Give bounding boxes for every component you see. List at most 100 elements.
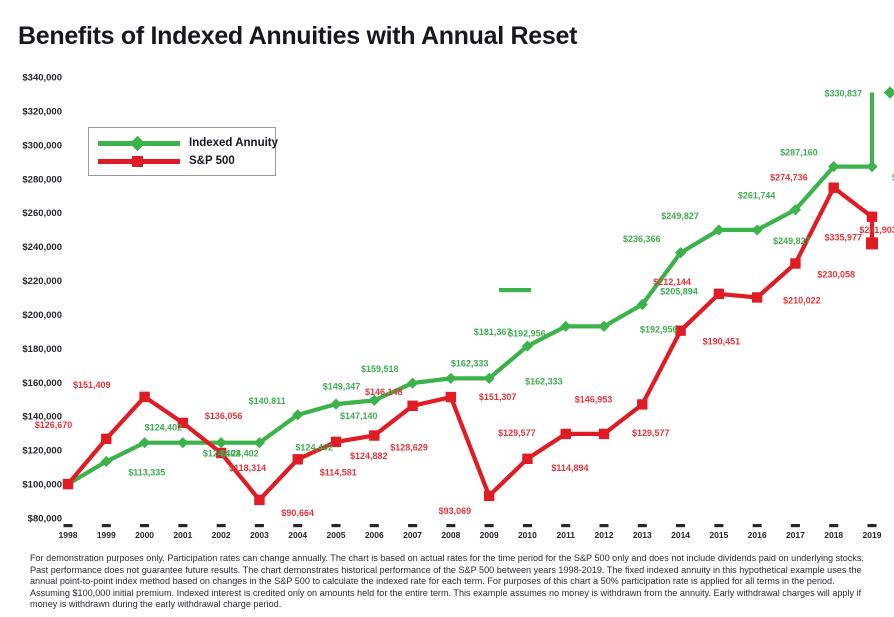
data-label-indexed-annuity-peak: $330,837 <box>824 89 862 99</box>
x-axis-tick-label: 2017 <box>786 530 805 540</box>
data-point-marker-red <box>713 288 725 300</box>
x-axis-tick-label: 2004 <box>288 530 307 540</box>
data-point-marker-red <box>330 436 342 448</box>
data-label-sp500: $114,894 <box>551 463 588 473</box>
footnote-disclaimer: For demonstration purposes only. Partici… <box>30 553 870 611</box>
data-point-marker-green <box>330 398 342 410</box>
y-axis-tick-label: $100,000 <box>22 480 62 491</box>
x-axis-tick-label: 2003 <box>250 530 269 540</box>
data-point-marker-green <box>445 372 457 384</box>
data-label-indexed-annuity: $124,402 <box>145 423 183 433</box>
data-label-sp500: $146,953 <box>575 394 613 404</box>
x-axis-tick-label: 1999 <box>97 530 116 540</box>
x-axis-tick-mark <box>676 524 686 528</box>
chart-plot-area: $80,000 $100,000 $120,000 $140,000 $160,000 $… <box>0 58 894 548</box>
x-axis-tick-label: 2001 <box>173 530 192 540</box>
legend-item-indexed-annuity: Indexed Annuity <box>98 135 278 152</box>
x-axis-tick-mark <box>522 524 532 528</box>
data-label-sp500: $190,451 <box>703 337 741 347</box>
x-axis-tick-mark <box>293 524 303 528</box>
series-line-sp500 <box>66 184 875 504</box>
data-label-sp500: $146,148 <box>365 387 403 397</box>
data-point-marker-red <box>177 417 189 429</box>
x-axis-tick-mark <box>216 524 226 528</box>
data-point-marker-red <box>522 453 533 465</box>
diamond-marker-icon <box>129 135 146 152</box>
data-label-indexed-annuity: $249,827 <box>773 236 811 246</box>
y-axis-tick-label: $120,000 <box>22 446 62 457</box>
legend-item-sp500: S&P 500 <box>98 154 235 168</box>
y-axis-tick-label: $200,000 <box>22 310 62 321</box>
x-axis-tick-mark <box>484 524 494 528</box>
data-point-marker-red <box>598 428 610 440</box>
x-axis-tick-label: 2009 <box>480 530 499 540</box>
x-axis-tick-label: 2011 <box>556 530 575 540</box>
x-axis-tick-mark <box>254 524 264 528</box>
data-label-sp500: $129,577 <box>632 428 670 438</box>
data-label-sp500: $274,736 <box>770 173 808 183</box>
data-label-sp500-peak: $335,977 <box>824 232 862 242</box>
x-axis-tick-mark <box>867 524 877 528</box>
footnote-line: Past performance does not guarantee futu… <box>30 564 862 575</box>
data-point-marker-red <box>369 430 380 441</box>
data-label-indexed-annuity: $162,333 <box>451 358 489 368</box>
x-axis-tick-label: 2010 <box>518 530 537 540</box>
data-label-indexed-annuity: $159,518 <box>361 364 399 374</box>
data-label-indexed-annuity: $124,402 <box>295 443 333 453</box>
x-axis-tick-mark <box>140 524 150 528</box>
x-axis-tick-mark <box>408 524 418 528</box>
x-axis-tick-mark <box>178 524 188 528</box>
data-label-indexed-annuity: $149,347 <box>323 381 361 391</box>
legend-swatch-green <box>98 135 180 152</box>
x-axis-tick-mark <box>446 524 456 528</box>
y-axis-tick-label: $180,000 <box>22 344 62 355</box>
data-point-marker-green <box>215 437 227 449</box>
data-label-indexed-annuity: $192,956 <box>508 328 546 338</box>
data-label-sp500: $129,577 <box>498 428 536 438</box>
legend-swatch-red <box>98 154 180 168</box>
x-axis-tick-label: 2013 <box>633 530 652 540</box>
data-point-marker-green <box>560 320 572 333</box>
page-title: Benefits of Indexed Annuities with Annua… <box>18 22 578 50</box>
data-label-sp500: $212,144 <box>653 277 691 287</box>
data-point-marker-green <box>100 455 112 468</box>
y-axis-tick-label: $240,000 <box>22 242 62 253</box>
data-label-sp500: $93,069 <box>439 506 472 516</box>
data-label-indexed-annuity: $192,956 <box>640 324 678 334</box>
data-point-marker-red <box>637 399 648 410</box>
data-point-marker-red <box>560 428 571 440</box>
data-point-marker-green <box>368 394 380 406</box>
line-chart-svg: $80,000 $100,000 $120,000 $140,000 $160,000 $… <box>22 73 894 540</box>
data-point-marker-red <box>675 325 686 336</box>
footnote-line: Assuming $100,000 initial premium. Index… <box>30 587 862 598</box>
x-axis-tick-mark <box>369 524 379 528</box>
x-axis-tick-label: 2007 <box>403 530 422 540</box>
y-axis-tick-label: $300,000 <box>22 140 62 151</box>
data-point-marker-red <box>866 211 878 222</box>
y-axis-tick-label: $140,000 <box>22 412 62 423</box>
y-axis-tick-label: $320,000 <box>22 106 62 117</box>
data-label-indexed-annuity: $287,160 <box>780 148 818 158</box>
x-axis-tick-mark <box>63 524 73 528</box>
data-label-sp500: $230,058 <box>817 269 855 279</box>
data-point-marker-green <box>483 372 495 384</box>
x-axis-tick-label: 2005 <box>327 530 346 540</box>
data-label-sp500: $114,581 <box>320 467 357 477</box>
data-point-marker-red <box>254 494 265 506</box>
x-axis-tick-label: 2008 <box>441 530 460 540</box>
data-point-marker-green <box>521 340 534 352</box>
x-axis-tick-mark <box>599 524 609 528</box>
x-axis-tick-label: 2006 <box>365 530 384 540</box>
x-axis-tick-label: 2018 <box>824 530 843 540</box>
footnote-line: annual point-to-point index method based… <box>30 576 835 587</box>
data-point-marker-green <box>177 437 189 449</box>
data-label-indexed-annuity: $147,140 <box>340 411 378 421</box>
footnote-line: money is withdrawn during the early with… <box>30 599 282 610</box>
y-axis-tick-label: $160,000 <box>22 378 62 389</box>
y-axis-tick-label: $220,000 <box>22 276 62 287</box>
data-label-sp500: $151,307 <box>479 392 517 402</box>
data-point-marker-green <box>866 161 878 173</box>
data-label-indexed-annuity: $205,894 <box>660 286 698 296</box>
data-point-marker-green <box>674 247 687 259</box>
x-axis-tick-label: 2016 <box>748 530 767 540</box>
